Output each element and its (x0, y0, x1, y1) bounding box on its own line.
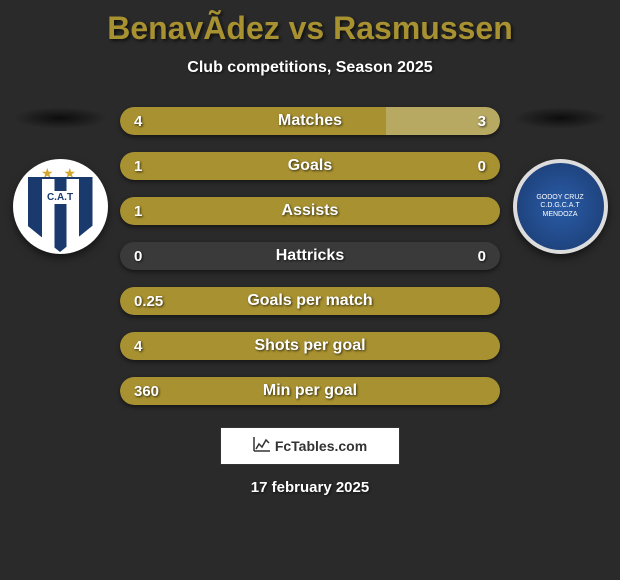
stat-value-left: 1 (134, 158, 142, 175)
watermark-text: FcTables.com (275, 438, 367, 454)
stat-value-left: 0 (134, 248, 142, 265)
stat-bar: 4 Shots per goal (120, 332, 500, 360)
stat-value-left: 1 (134, 203, 142, 220)
bar-fill-left (120, 107, 386, 135)
stat-value-left: 0.25 (134, 293, 163, 310)
shadow-ellipse-icon (13, 107, 108, 129)
stat-value-left: 4 (134, 113, 142, 130)
stat-bars: 4 Matches 3 1 Goals 0 1 Assists 0 Hattricks 0 0.25 G… (120, 107, 500, 405)
left-team-abbr: C.A.T (43, 191, 77, 204)
watermark: FcTables.com (220, 427, 400, 465)
stat-value-right: 0 (478, 158, 486, 175)
right-team-text: GODOY CRUZC.D.G.C.A.TMENDOZA (536, 194, 583, 219)
shield-icon (28, 177, 93, 252)
chart-icon (253, 436, 271, 457)
stat-value-right: 3 (478, 113, 486, 130)
left-team-logo: ★ ★ C.A.T (13, 159, 108, 254)
stat-value-left: 360 (134, 383, 159, 400)
stat-label: Min per goal (263, 382, 357, 400)
subtitle: Club competitions, Season 2025 (0, 59, 620, 77)
date-label: 17 february 2025 (0, 479, 620, 496)
stat-bar: 1 Assists (120, 197, 500, 225)
stat-label: Assists (282, 202, 339, 220)
right-team-logo: GODOY CRUZC.D.G.C.A.TMENDOZA (513, 159, 608, 254)
stat-bar: 4 Matches 3 (120, 107, 500, 135)
stat-bar: 360 Min per goal (120, 377, 500, 405)
stat-value-right: 0 (478, 248, 486, 265)
stat-label: Hattricks (276, 247, 344, 265)
page-title: BenavÃ­dez vs Rasmussen (0, 10, 620, 47)
comparison-card: BenavÃ­dez vs Rasmussen Club competition… (0, 0, 620, 506)
left-logo-column: ★ ★ C.A.T (10, 107, 110, 254)
stat-value-left: 4 (134, 338, 142, 355)
right-logo-column: GODOY CRUZC.D.G.C.A.TMENDOZA (510, 107, 610, 254)
stat-label: Shots per goal (254, 337, 365, 355)
stat-bar: 0 Hattricks 0 (120, 242, 500, 270)
stat-label: Goals (288, 157, 332, 175)
stats-area: ★ ★ C.A.T 4 Matches 3 1 Goals 0 1 Assists 0 Hattr… (0, 107, 620, 405)
stat-label: Matches (278, 112, 342, 130)
stat-bar: 1 Goals 0 (120, 152, 500, 180)
stat-label: Goals per match (247, 292, 372, 310)
stat-bar: 0.25 Goals per match (120, 287, 500, 315)
shadow-ellipse-icon (513, 107, 608, 129)
